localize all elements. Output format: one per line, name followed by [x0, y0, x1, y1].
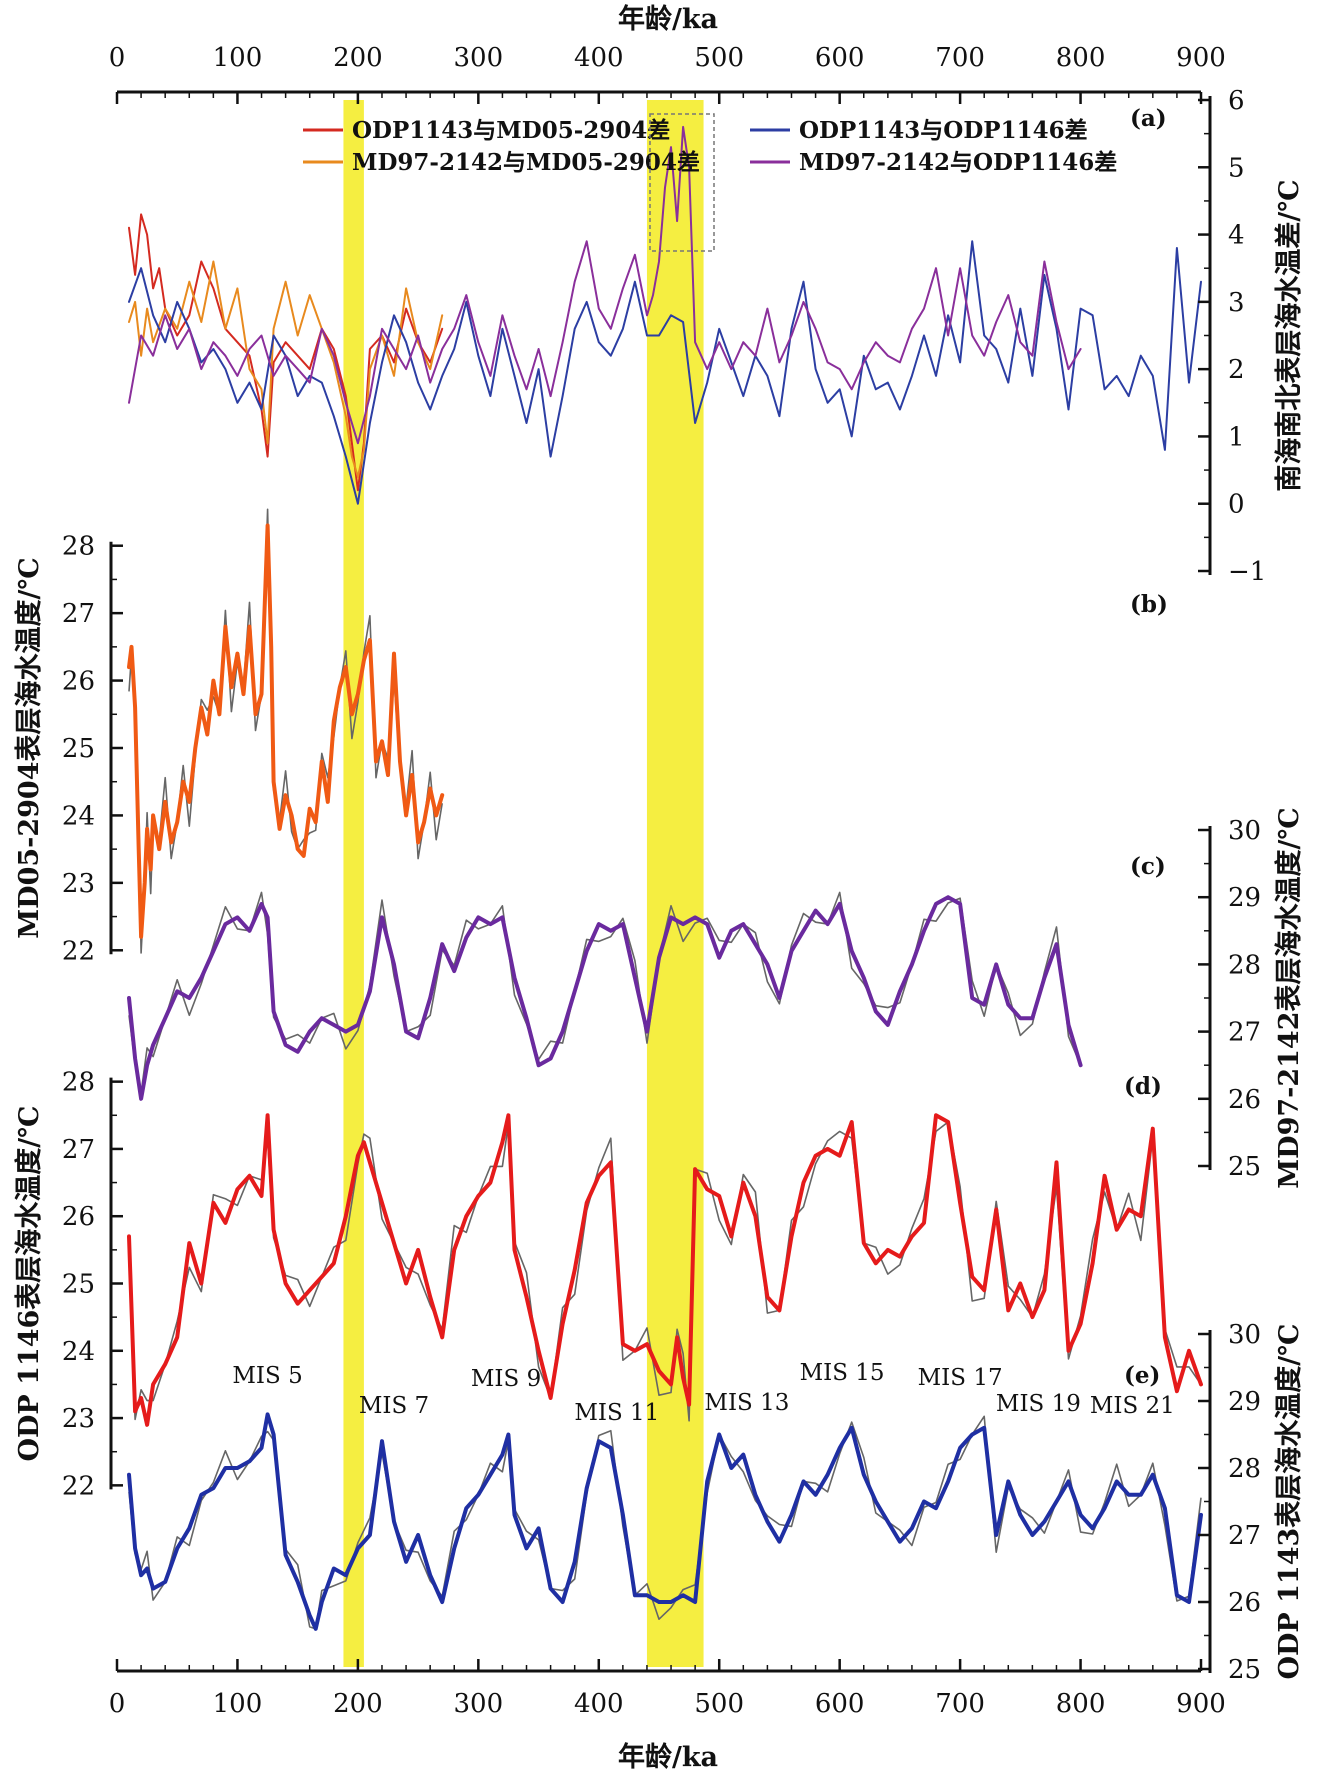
top-x-tick-label-100: 100 [213, 43, 263, 73]
y-tick-label-3-28: 28 [62, 1068, 95, 1098]
legend: ODP1143与MD05-2904差 MD97-2142与MD05-2904差 … [303, 113, 1117, 252]
y-tick-label-4-30: 30 [1228, 1320, 1261, 1350]
legend-label-odp1143-odp1146: ODP1143与ODP1146差 [799, 117, 1088, 144]
series-line-2-0 [127, 895, 1083, 1101]
bottom-x-tick-label-500: 500 [694, 1689, 744, 1719]
y-tick-label-0-5: 5 [1228, 153, 1245, 183]
legend-label-md972142-md052904: MD97-2142与MD05-2904差 [352, 149, 700, 176]
top-x-tick-label-600: 600 [815, 43, 865, 73]
top-x-tick-label-700: 700 [935, 43, 985, 73]
highlight-band-0 [343, 100, 364, 1667]
y-tick-label-1-26: 26 [62, 667, 95, 697]
bottom-x-tick-label-0: 0 [109, 1689, 126, 1719]
y-tick-label-4-26: 26 [1228, 1588, 1261, 1618]
bottom-x-tick-label-400: 400 [574, 1689, 624, 1719]
bottom-x-tick-label-900: 900 [1176, 1689, 1226, 1719]
bottom-x-tick-label-200: 200 [333, 1689, 383, 1719]
y-tick-label-2-27: 27 [1228, 1018, 1261, 1048]
y-axis-title-d: ODP 1146表层海水温度/℃ [13, 1106, 45, 1462]
y-tick-label-3-27: 27 [62, 1135, 95, 1165]
top-x-tick-label-900: 900 [1176, 43, 1226, 73]
y-tick-label-1-23: 23 [62, 869, 95, 899]
mis-label-1: MIS 7 [359, 1393, 429, 1419]
y-tick-label-3-23: 23 [62, 1404, 95, 1434]
y-tick-label-4-27: 27 [1228, 1521, 1261, 1551]
y-tick-label-4-25: 25 [1228, 1655, 1261, 1685]
top-x-tick-label-300: 300 [454, 43, 504, 73]
bottom-x-tick-label-800: 800 [1056, 1689, 1106, 1719]
y-tick-label-0--1: −1 [1228, 557, 1266, 587]
mis-label-3: MIS 11 [574, 1400, 659, 1426]
panel-label-c: (c) [1130, 853, 1166, 880]
panel-label-e: (e) [1124, 1362, 1160, 1389]
y-tick-label-3-24: 24 [62, 1337, 95, 1367]
y-tick-label-0-1: 1 [1228, 422, 1245, 452]
mis-label-4: MIS 13 [704, 1390, 789, 1416]
y-axis-title-c: MD97-2142表层海水温度/℃ [1273, 807, 1305, 1188]
series-line-0-1 [128, 260, 444, 478]
y-tick-label-1-25: 25 [62, 734, 95, 764]
series-line-4-0 [127, 1412, 1203, 1631]
panel-label-b: (b) [1130, 591, 1168, 618]
top-x-tick-label-400: 400 [574, 43, 624, 73]
dashed-highlight-box [649, 113, 715, 252]
y-tick-label-3-22: 22 [62, 1471, 95, 1501]
y-tick-label-4-28: 28 [1228, 1454, 1261, 1484]
legend-label-odp1143-md052904: ODP1143与MD05-2904差 [352, 117, 670, 144]
y-tick-label-0-6: 6 [1228, 86, 1245, 116]
mis-label-8: MIS 21 [1090, 1393, 1175, 1419]
y-tick-label-4-29: 29 [1228, 1387, 1261, 1417]
legend-label-md972142-odp1146: MD97-2142与ODP1146差 [799, 149, 1117, 176]
y-tick-label-1-28: 28 [62, 532, 95, 562]
highlight-band-1 [646, 100, 704, 1667]
y-tick-label-0-0: 0 [1228, 490, 1245, 520]
y-tick-label-0-4: 4 [1228, 221, 1245, 251]
top-x-axis-title: 年龄/ka [618, 3, 718, 35]
y-tick-label-2-29: 29 [1228, 883, 1261, 913]
bottom-x-tick-label-700: 700 [935, 1689, 985, 1719]
bottom-x-axis-title: 年龄/ka [618, 1741, 718, 1773]
series-line-3-0 [127, 1113, 1203, 1427]
bottom-x-tick-label-300: 300 [454, 1689, 504, 1719]
y-axis-title-e: ODP 1143表层海水温度/℃ [1273, 1324, 1305, 1680]
y-tick-label-1-24: 24 [62, 801, 95, 831]
y-axis-title-a: 南海南北表层海水温差/℃ [1273, 179, 1305, 491]
y-tick-label-0-3: 3 [1228, 288, 1245, 318]
mis-label-7: MIS 19 [996, 1391, 1081, 1417]
mis-label-5: MIS 15 [800, 1360, 885, 1386]
panel-label-a: (a) [1130, 105, 1167, 132]
series-line-0-0 [128, 213, 444, 492]
top-x-tick-label-800: 800 [1056, 43, 1106, 73]
series-line-1-0 [127, 523, 445, 939]
panel-and-mis-labels: (a) (b) (c) (d) (e) 南海南北表层海水温差/℃ MD05-29… [13, 105, 1305, 1680]
axes: 年龄/ka 年龄/ka 0 100 200 300 400 500 600 700 800 900… [62, 3, 1266, 1773]
bottom-x-tick-label-600: 600 [815, 1689, 865, 1719]
bottom-x-tick-label-100: 100 [213, 1689, 263, 1719]
y-tick-label-2-25: 25 [1228, 1152, 1261, 1182]
y-tick-label-3-26: 26 [62, 1202, 95, 1232]
top-x-tick-label-0: 0 [109, 43, 126, 73]
top-x-tick-label-500: 500 [694, 43, 744, 73]
y-tick-label-0-2: 2 [1228, 355, 1245, 385]
y-tick-label-2-30: 30 [1228, 816, 1261, 846]
panel-label-d: (d) [1124, 1073, 1162, 1100]
top-x-tick-label-200: 200 [333, 43, 383, 73]
data-series [127, 125, 1203, 1631]
y-axis-title-b: MD05-2904表层海水温度/℃ [13, 557, 45, 938]
y-tick-label-2-28: 28 [1228, 950, 1261, 980]
series-line-0-3 [128, 125, 1082, 445]
y-tick-label-2-26: 26 [1228, 1085, 1261, 1115]
mis-label-2: MIS 9 [471, 1366, 541, 1392]
raw-line-1 [128, 508, 443, 954]
mis-label-0: MIS 5 [232, 1363, 302, 1389]
y-tick-label-1-27: 27 [62, 599, 95, 629]
y-tick-label-3-25: 25 [62, 1270, 95, 1300]
y-tick-label-1-22: 22 [62, 936, 95, 966]
mis-label-6: MIS 17 [918, 1365, 1003, 1391]
